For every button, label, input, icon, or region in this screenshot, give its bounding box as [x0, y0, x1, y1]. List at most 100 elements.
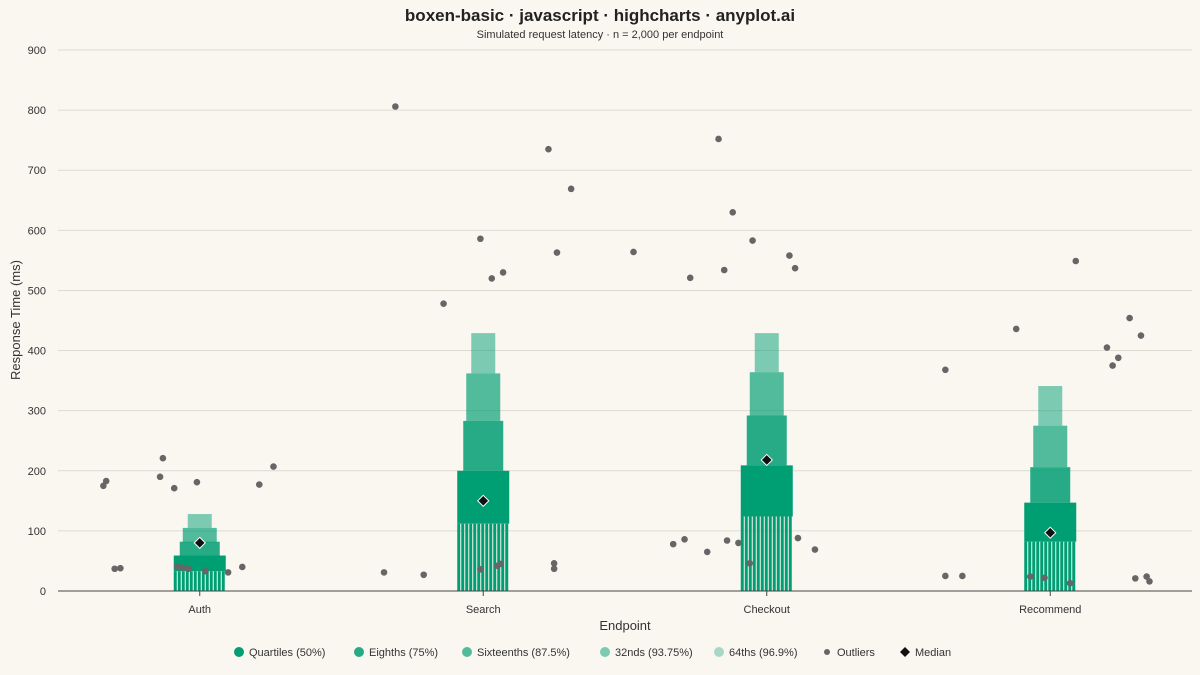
boxen-base-stripe — [489, 523, 493, 591]
outlier-point — [496, 560, 504, 568]
outlier-point — [715, 135, 722, 143]
boxen-base-stripe — [780, 516, 784, 591]
boxen-base-stripe — [768, 516, 772, 591]
legend-item[interactable]: Outliers — [824, 647, 875, 659]
y-axis-ticks: 0 100 200 300 400 500 600 700 800 900 — [28, 45, 46, 598]
y-tick-label: 300 — [28, 406, 46, 418]
legend-item[interactable]: 64ths (96.9%) — [714, 647, 797, 659]
boxen-base-stripe — [465, 523, 469, 591]
boxen-base-stripe — [189, 571, 193, 591]
boxen-box-checkout-level-4 — [754, 333, 779, 373]
legend-swatch — [824, 649, 830, 655]
chart-title: boxen-basic · javascript · highcharts · … — [405, 6, 795, 25]
outlier-point — [1126, 314, 1133, 322]
boxen-base-stripe — [756, 516, 760, 591]
y-tick-label: 700 — [28, 165, 46, 177]
outlier-point — [270, 463, 277, 470]
boxen-base-stripe — [1024, 541, 1028, 591]
boxen-base-stripe — [205, 571, 209, 591]
outlier-point — [1132, 575, 1139, 582]
legend-label: Eighths (75%) — [369, 647, 438, 659]
chart-subtitle: Simulated request latency · n = 2,000 pe… — [477, 29, 724, 41]
boxen-box-search-level-2 — [463, 420, 504, 471]
outlier-point — [477, 235, 484, 243]
legend: Quartiles (50%) Eighths (75%) Sixteenths (… — [234, 647, 951, 659]
outlier-point — [794, 534, 802, 542]
y-tick-label: 800 — [28, 105, 46, 117]
outlier-point — [550, 560, 558, 567]
outlier-point — [686, 274, 694, 282]
boxen-base-stripe — [185, 571, 189, 591]
boxen-base-stripe — [173, 571, 177, 591]
boxen-base-stripe — [477, 523, 481, 591]
boxen-base-stripe — [772, 516, 776, 591]
outlier-point — [550, 565, 558, 573]
boxen-base-stripe — [744, 516, 748, 591]
outlier-point — [380, 569, 388, 576]
legend-swatch — [234, 647, 244, 657]
boxen-base-stripe — [760, 516, 764, 591]
y-tick-label: 100 — [28, 526, 46, 538]
boxen-base-stripe — [1064, 541, 1068, 591]
legend-label: Quartiles (50%) — [249, 647, 325, 659]
outlier-point — [553, 249, 561, 256]
boxen-base-stripe — [1056, 541, 1060, 591]
outlier-point — [173, 563, 181, 570]
outlier-point — [159, 454, 167, 462]
boxen-base-stripe — [505, 523, 509, 591]
outlier-point — [1146, 578, 1153, 585]
outlier-point — [681, 536, 688, 543]
boxen-base-stripe — [217, 571, 221, 591]
boxen-base-stripe — [740, 516, 744, 591]
outlier-point — [488, 275, 496, 282]
outlier-point — [735, 539, 742, 547]
boxen-base-stripe — [1068, 541, 1072, 591]
outlier-point — [723, 537, 731, 544]
outlier-point — [1072, 257, 1080, 265]
outlier-point — [193, 478, 201, 486]
outlier-point — [1143, 573, 1150, 580]
boxen-base-stripe — [1036, 541, 1040, 591]
boxen-base-stripe — [1060, 541, 1064, 591]
legend-swatch — [462, 647, 472, 657]
outlier-point — [170, 484, 178, 492]
median-marker — [760, 453, 773, 467]
outlier-point — [746, 560, 754, 567]
boxen-base-stripe — [497, 523, 501, 591]
outlier-point — [238, 563, 246, 571]
legend-item[interactable]: Median — [900, 647, 951, 659]
outlier-points — [100, 103, 1153, 587]
boxen-base-stripe — [201, 571, 205, 591]
median-marker — [193, 536, 206, 550]
outlier-point — [1114, 354, 1122, 362]
legend-item[interactable]: Quartiles (50%) — [234, 647, 325, 659]
outlier-point — [545, 145, 552, 153]
y-axis-title: Response Time (ms) — [8, 260, 23, 380]
outlier-point — [959, 572, 966, 580]
legend-label: 64ths (96.9%) — [729, 647, 797, 659]
y-tick-label: 500 — [28, 285, 46, 297]
boxen-base-stripe — [469, 523, 473, 591]
legend-item[interactable]: Sixteenths (87.5%) — [462, 647, 570, 659]
boxen-base-stripe — [461, 523, 465, 591]
legend-label: 32nds (93.75%) — [615, 647, 693, 659]
outlier-point — [202, 567, 209, 575]
outlier-point — [630, 248, 637, 256]
outlier-point — [185, 565, 192, 573]
outlier-point — [179, 564, 187, 571]
boxen-base-stripe — [485, 523, 489, 591]
boxen-base-stripe — [1048, 541, 1052, 591]
outlier-point — [111, 565, 118, 573]
grid-lines — [58, 49, 1192, 532]
boxen-boxes — [173, 333, 1077, 591]
boxen-base-stripe — [493, 523, 497, 591]
boxen-base-stripe — [481, 523, 485, 591]
outlier-point — [255, 481, 263, 488]
outlier-point — [786, 252, 793, 259]
y-tick-label: 400 — [28, 346, 46, 358]
legend-swatch — [354, 647, 364, 657]
outlier-point — [942, 366, 949, 374]
outlier-point — [811, 546, 819, 553]
legend-item[interactable]: Eighths (75%) — [354, 647, 438, 659]
legend-item[interactable]: 32nds (93.75%) — [600, 647, 693, 659]
